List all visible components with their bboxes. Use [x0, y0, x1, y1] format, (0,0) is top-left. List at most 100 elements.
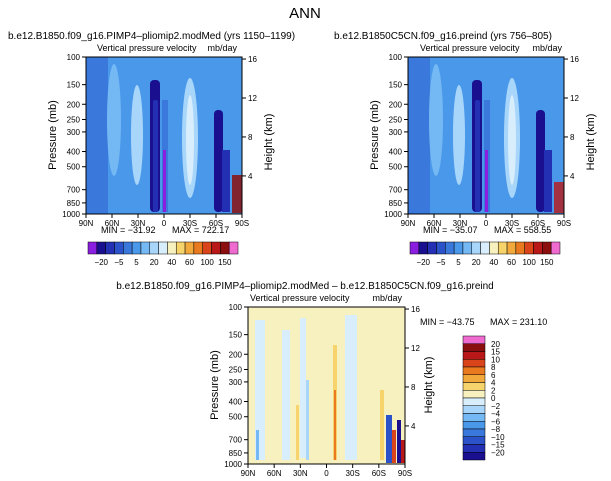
- panel-1: b.e12.B1850.f09_g16.PIMP4–pliomip2.modMe…: [8, 31, 295, 267]
- y-right-tick-label: 12: [411, 344, 420, 353]
- x-tick-label: 90N: [79, 219, 94, 228]
- colorbar-swatch: [462, 436, 486, 445]
- panel-1-cell-sub-light: [131, 85, 143, 185]
- panel-2-max-label: MAX = 558.55: [494, 225, 551, 235]
- panel-2-x-ticks: 90N 60N 30N 0 30S 60S 90S: [401, 214, 571, 228]
- x-tick-label: 60N: [427, 219, 442, 228]
- panel-1-cell-storm: [214, 110, 223, 212]
- x-tick-label: 90N: [401, 219, 416, 228]
- colorbar-swatch: [533, 241, 543, 255]
- panel-2-y-ticks-right: 16 12 8 4: [564, 55, 579, 181]
- panel-1-plot: [85, 56, 243, 215]
- y-right-tick-label: 4: [248, 172, 253, 181]
- panel-3-band-warm-1: [296, 405, 299, 460]
- y-right-tick-label: 8: [411, 383, 416, 392]
- panel-2-cell-sub-light: [453, 85, 465, 185]
- colorbar-label: 5: [134, 258, 139, 267]
- panel-3-plot: [247, 306, 406, 465]
- colorbar-swatch: [220, 241, 230, 255]
- y-tick-label: 850: [229, 449, 243, 458]
- panel-3-band-light-1: [256, 430, 259, 460]
- x-tick-label: 0: [484, 219, 489, 228]
- x-tick-label: 90S: [557, 219, 571, 228]
- panel-1-cell-polar: [232, 175, 242, 213]
- panel-3-band-warm-3: [334, 390, 336, 460]
- colorbar-label: −4: [491, 410, 501, 419]
- colorbar-label: −20: [491, 448, 505, 457]
- colorbar-swatch: [462, 428, 486, 437]
- colorbar-swatch: [158, 241, 168, 255]
- y-right-tick-label: 16: [248, 55, 257, 64]
- page-title: ANN: [289, 5, 321, 22]
- colorbar-swatch: [462, 405, 486, 414]
- colorbar-swatch: [409, 241, 420, 255]
- panel-2-cell-itcz-deep: [485, 150, 488, 212]
- x-tick-label: 30N: [131, 219, 146, 228]
- colorbar-swatch: [462, 413, 486, 422]
- colorbar-swatch: [471, 241, 481, 255]
- colorbar-label: −20: [94, 258, 108, 267]
- x-tick-label: 30N: [453, 219, 468, 228]
- colorbar-label: −15: [491, 441, 505, 450]
- y-tick-label: 300: [229, 378, 243, 387]
- y-tick-label: 100: [67, 53, 81, 62]
- colorbar-swatch: [167, 241, 177, 255]
- panel-1-x-ticks: 90N 60N 30N 0 30S 60S 90S: [79, 214, 249, 228]
- panel-3-band-pale-3: [300, 318, 306, 458]
- colorbar-swatch: [462, 421, 486, 430]
- colorbar-label: 150: [540, 258, 554, 267]
- y-tick-label: 850: [389, 199, 403, 208]
- colorbar-label: 40: [167, 258, 176, 267]
- colorbar-swatch: [550, 241, 561, 255]
- y-tick-label: 1000: [224, 460, 242, 469]
- panel-2-cell-trop-mid: [475, 100, 480, 212]
- y-tick-label: 400: [389, 148, 403, 157]
- colorbar-label: 2: [491, 386, 496, 395]
- panel-1-cell-itcz-deep: [163, 150, 166, 212]
- panel-2-y-axis-label: Pressure (mb): [369, 100, 381, 170]
- panel-3-band-dark-1: [386, 415, 392, 463]
- panel-3-y-ticks: 100 150 200 250 300 400 500 700 850 1000: [224, 303, 248, 469]
- y-right-tick-label: 4: [570, 172, 575, 181]
- panel-2-min-label: MIN = −35.07: [423, 225, 478, 235]
- panel-2-y-ticks: 100 150 200 250 300 400 500 700 850 1000: [384, 53, 408, 219]
- panel-1-max-label: MAX = 722.17: [172, 225, 229, 235]
- colorbar-swatch: [427, 241, 437, 255]
- colorbar-label: 0: [491, 394, 496, 403]
- panel-1-y-axis-label-right: Height (km): [263, 114, 275, 171]
- x-tick-label: 60N: [267, 469, 282, 478]
- colorbar-swatch: [462, 241, 473, 255]
- colorbar-swatch: [96, 241, 106, 255]
- panel-1-subtitle-right: mb/day: [207, 43, 237, 53]
- colorbar-swatch: [149, 241, 159, 255]
- colorbar-label: −8: [491, 425, 501, 434]
- colorbar-label: −20: [416, 258, 430, 267]
- panel-3-y-axis-label-right: Height (km): [423, 357, 435, 414]
- colorbar-swatch: [175, 241, 186, 255]
- y-right-tick-label: 16: [570, 55, 579, 64]
- y-tick-label: 850: [67, 199, 81, 208]
- y-tick-label: 250: [67, 115, 81, 124]
- panel-3: b.e12.B1850.f09_g16.PIMP4–pliomip2.modMe…: [116, 281, 547, 478]
- panel-3-subtitle-left: Vertical pressure velocity: [250, 293, 350, 303]
- panel-2-band-left: [408, 57, 430, 214]
- colorbar-swatch: [497, 241, 508, 255]
- x-tick-label: 0: [162, 219, 167, 228]
- colorbar-label: 6: [491, 371, 496, 380]
- y-right-tick-label: 12: [570, 94, 579, 103]
- y-tick-label: 1000: [384, 210, 402, 219]
- panel-3-band-dark-4: [401, 440, 405, 463]
- x-tick-label: 60S: [372, 469, 386, 478]
- panel-3-band-dark-3: [397, 420, 401, 463]
- colorbar-label: −6: [491, 417, 501, 426]
- colorbar-label: 4: [491, 379, 496, 388]
- x-tick-label: 0: [324, 469, 329, 478]
- y-tick-label: 200: [389, 100, 403, 109]
- y-tick-label: 500: [67, 163, 81, 172]
- colorbar-swatch: [418, 241, 428, 255]
- panel-3-band-pale-1: [255, 320, 265, 460]
- x-tick-label: 30N: [293, 469, 308, 478]
- colorbar-label: 20: [472, 258, 481, 267]
- y-tick-label: 150: [389, 81, 403, 90]
